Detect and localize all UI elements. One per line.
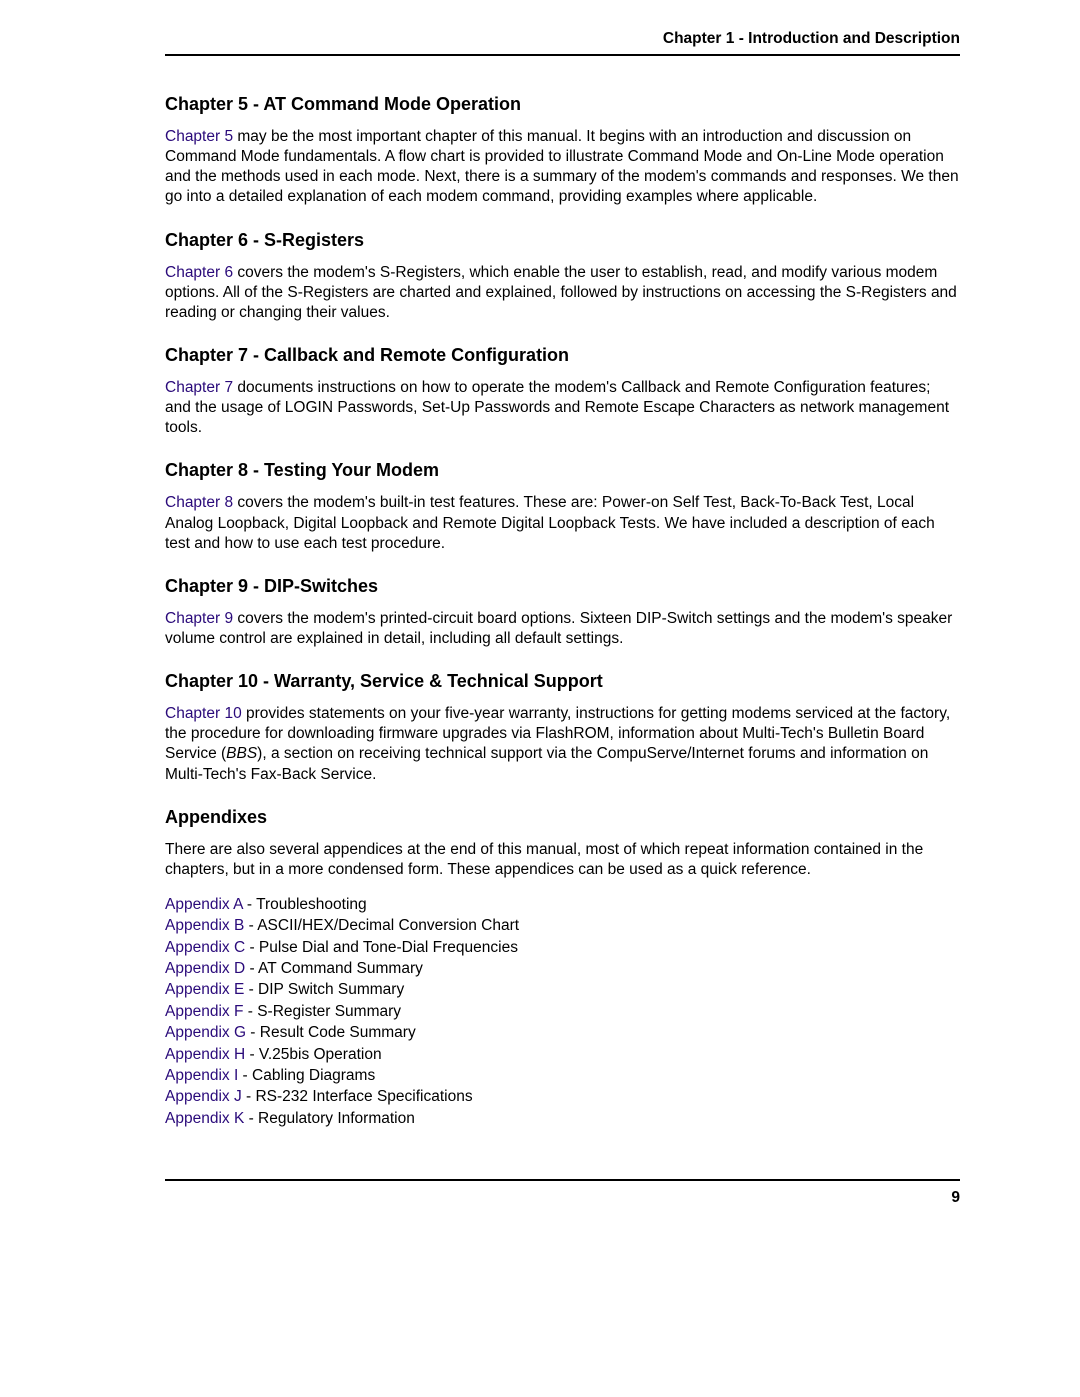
section-chapter-7: Chapter 7 - Callback and Remote Configur… [165,345,960,438]
section-heading: Chapter 6 - S-Registers [165,230,960,251]
appendix-desc: - Cabling Diagrams [238,1067,375,1084]
appendix-link[interactable]: Appendix C [165,939,245,956]
appendix-link[interactable]: Appendix J [165,1088,242,1105]
section-text: covers the modem's built-in test feature… [165,494,935,551]
section-chapter-5: Chapter 5 - AT Command Mode Operation Ch… [165,94,960,208]
section-body: Chapter 7 documents instructions on how … [165,378,960,438]
appendix-item: Appendix C - Pulse Dial and Tone-Dial Fr… [165,937,960,958]
section-text: covers the modem's S-Registers, which en… [165,264,957,321]
appendix-desc: - RS-232 Interface Specifications [242,1088,473,1105]
appendix-item: Appendix K - Regulatory Information [165,1108,960,1129]
chapter-link[interactable]: Chapter 5 [165,128,233,145]
section-body: Chapter 8 covers the modem's built-in te… [165,493,960,553]
appendix-link[interactable]: Appendix G [165,1024,246,1041]
appendix-item: Appendix A - Troubleshooting [165,894,960,915]
section-body: Chapter 10 provides statements on your f… [165,704,960,785]
appendix-item: Appendix F - S-Register Summary [165,1001,960,1022]
section-chapter-9: Chapter 9 - DIP-Switches Chapter 9 cover… [165,576,960,649]
section-appendixes: Appendixes There are also several append… [165,807,960,1129]
appendixes-intro: There are also several appendices at the… [165,840,960,880]
chapter-link[interactable]: Chapter 7 [165,379,233,396]
appendix-desc: - V.25bis Operation [245,1046,381,1063]
appendix-link[interactable]: Appendix B [165,917,244,934]
section-heading: Chapter 8 - Testing Your Modem [165,460,960,481]
section-text: may be the most important chapter of thi… [165,128,959,205]
section-text: covers the modem's printed-circuit board… [165,610,952,647]
section-heading: Chapter 10 - Warranty, Service & Technic… [165,671,960,692]
section-chapter-6: Chapter 6 - S-Registers Chapter 6 covers… [165,230,960,323]
chapter-link[interactable]: Chapter 6 [165,264,233,281]
section-chapter-8: Chapter 8 - Testing Your Modem Chapter 8… [165,460,960,553]
appendix-link[interactable]: Appendix H [165,1046,245,1063]
appendix-list: Appendix A - Troubleshooting Appendix B … [165,894,960,1129]
section-heading: Chapter 9 - DIP-Switches [165,576,960,597]
section-body: Chapter 6 covers the modem's S-Registers… [165,263,960,323]
appendix-desc: - AT Command Summary [245,960,423,977]
appendix-item: Appendix G - Result Code Summary [165,1022,960,1043]
chapter-link[interactable]: Chapter 10 [165,705,242,722]
section-heading: Chapter 7 - Callback and Remote Configur… [165,345,960,366]
appendix-link[interactable]: Appendix D [165,960,245,977]
appendix-desc: - Regulatory Information [244,1110,415,1127]
appendix-desc: - Pulse Dial and Tone-Dial Frequencies [245,939,518,956]
appendix-item: Appendix B - ASCII/HEX/Decimal Conversio… [165,915,960,936]
appendix-link[interactable]: Appendix I [165,1067,238,1084]
chapter-link[interactable]: Chapter 8 [165,494,233,511]
section-heading: Chapter 5 - AT Command Mode Operation [165,94,960,115]
appendix-item: Appendix J - RS-232 Interface Specificat… [165,1086,960,1107]
page-number: 9 [165,1179,960,1207]
appendix-item: Appendix E - DIP Switch Summary [165,979,960,1000]
appendix-desc: - S-Register Summary [243,1003,401,1020]
section-chapter-10: Chapter 10 - Warranty, Service & Technic… [165,671,960,785]
section-heading: Appendixes [165,807,960,828]
appendix-desc: - ASCII/HEX/Decimal Conversion Chart [244,917,519,934]
section-body: Chapter 5 may be the most important chap… [165,127,960,208]
section-text-post: ), a section on receiving technical supp… [165,745,928,782]
appendix-link[interactable]: Appendix E [165,981,244,998]
appendix-desc: - DIP Switch Summary [244,981,404,998]
appendix-item: Appendix D - AT Command Summary [165,958,960,979]
running-header: Chapter 1 - Introduction and Description [165,30,960,56]
italic-text: BBS [226,745,257,762]
appendix-item: Appendix H - V.25bis Operation [165,1044,960,1065]
section-body: Chapter 9 covers the modem's printed-cir… [165,609,960,649]
section-text: documents instructions on how to operate… [165,379,949,436]
appendix-desc: - Result Code Summary [246,1024,416,1041]
appendix-link[interactable]: Appendix A [165,896,243,913]
document-page: Chapter 1 - Introduction and Description… [0,0,1080,1397]
appendix-item: Appendix I - Cabling Diagrams [165,1065,960,1086]
appendix-desc: - Troubleshooting [243,896,367,913]
appendix-link[interactable]: Appendix K [165,1110,244,1127]
chapter-link[interactable]: Chapter 9 [165,610,233,627]
appendix-link[interactable]: Appendix F [165,1003,243,1020]
